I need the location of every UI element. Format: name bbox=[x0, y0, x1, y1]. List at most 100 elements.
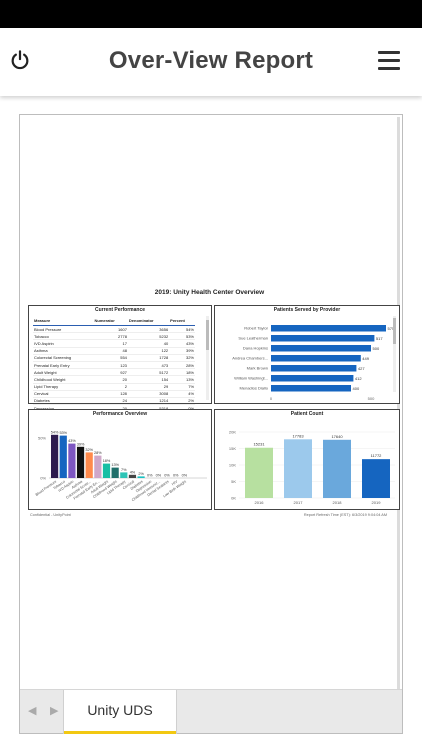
provider-bar bbox=[271, 365, 357, 372]
provider-value: 517 bbox=[376, 336, 383, 341]
table-cell: Prenatal Early Entry bbox=[33, 361, 94, 370]
table-row: Colorectal Screening 554 1728 32% bbox=[33, 354, 195, 362]
current-performance-panel: Current Performance Measure Numerator Deno… bbox=[28, 305, 212, 413]
table-row: Blood Pressure 1607 3656 54% bbox=[33, 325, 195, 334]
column-header[interactable]: Denominator bbox=[127, 317, 170, 326]
patient-count-bar bbox=[362, 459, 390, 498]
column-header[interactable]: Numerator bbox=[93, 317, 128, 326]
table-cell: 18% bbox=[169, 368, 195, 377]
table-row: Diabetes 24 1214 2% bbox=[33, 397, 195, 406]
table-cell: 1607 bbox=[93, 325, 128, 334]
y-tick-label: 20K bbox=[229, 430, 236, 435]
x-tick-label: 2017 bbox=[294, 500, 304, 505]
y-tick-label: 0% bbox=[40, 476, 46, 481]
tab-active-indicator bbox=[64, 731, 176, 734]
column-header[interactable]: Percent bbox=[169, 317, 195, 326]
provider-value: 427 bbox=[358, 366, 365, 371]
provider-label: Andrea Chambers... bbox=[232, 356, 268, 361]
table-cell: Cervical bbox=[33, 390, 94, 398]
table-cell: 13% bbox=[169, 375, 195, 384]
table-cell: 1214 bbox=[127, 397, 170, 406]
provider-label: William Washingt... bbox=[234, 376, 268, 381]
provider-bar bbox=[271, 345, 371, 352]
table-row: Tobacco 2778 5232 53% bbox=[33, 332, 195, 341]
app-header: Over-View Report bbox=[0, 28, 422, 96]
chevron-right-icon[interactable]: ▶ bbox=[50, 705, 59, 717]
x-tick-label: 0 bbox=[270, 396, 273, 401]
performance-category: Tobacco bbox=[53, 480, 66, 491]
report-viewer: 2019: Unity Health Center Overview Curre… bbox=[19, 114, 403, 734]
provider-label: Sue Leatherman bbox=[238, 336, 268, 341]
provider-value: 412 bbox=[355, 376, 362, 381]
page-tab-bar: ◀ ▶ Unity UDS bbox=[20, 689, 402, 734]
y-tick-label: 50% bbox=[38, 436, 46, 441]
table-row: IVD Aspirin 17 40 43% bbox=[33, 339, 195, 348]
provider-value: 400 bbox=[353, 386, 360, 391]
performance-value: 0% bbox=[173, 474, 179, 478]
status-bar bbox=[0, 0, 422, 28]
table-cell: 3008 bbox=[127, 390, 170, 398]
provider-bar bbox=[271, 325, 386, 332]
tab-unity-uds[interactable]: Unity UDS bbox=[63, 690, 177, 734]
column-header[interactable]: Measure bbox=[33, 317, 94, 326]
performance-bar bbox=[111, 467, 119, 478]
performance-value: 54% bbox=[51, 430, 59, 434]
provider-value: 500 bbox=[373, 346, 380, 351]
table-cell: 43% bbox=[169, 339, 195, 348]
performance-bar bbox=[59, 435, 67, 478]
table-cell: Tobacco bbox=[33, 332, 94, 341]
power-icon bbox=[11, 50, 29, 70]
report-footer-right: Report Refresh Time (EST): 6/3/2019 9:04… bbox=[303, 513, 387, 517]
table-cell: 554 bbox=[93, 354, 128, 362]
performance-value: 0% bbox=[147, 474, 153, 478]
provider-bar bbox=[271, 335, 375, 342]
table-row: Lipid Therapy 2 29 7% bbox=[33, 383, 195, 391]
performance-category: Asthma bbox=[71, 480, 83, 490]
performance-value: 13% bbox=[111, 463, 119, 467]
performance-value: 7% bbox=[121, 468, 127, 472]
provider-bar bbox=[271, 385, 351, 392]
table-cell: 1728 bbox=[127, 354, 170, 362]
table-cell: Diabetes bbox=[33, 397, 94, 406]
x-tick-label: 2016 bbox=[255, 500, 265, 505]
table-cell: 28% bbox=[169, 361, 195, 370]
performance-value: 43% bbox=[68, 439, 76, 443]
performance-bar bbox=[137, 476, 145, 478]
patients-served-panel: Patients Served by Provider Robert Taylo… bbox=[214, 305, 400, 404]
table-cell: 54% bbox=[169, 325, 195, 334]
provider-scrollbar bbox=[393, 316, 396, 392]
performance-value: 4% bbox=[130, 470, 136, 474]
table-row: Adult Weight 927 5172 18% bbox=[33, 368, 195, 377]
chevron-left-icon[interactable]: ◀ bbox=[28, 705, 37, 717]
patients-served-chart: Robert Taylor 575 Sue Leatherman 517 Dana Ho… bbox=[232, 316, 396, 401]
table-cell: 927 bbox=[93, 368, 128, 377]
performance-value: 2% bbox=[138, 472, 144, 476]
table-cell: 2778 bbox=[93, 332, 128, 341]
table-row: Childhood Weight 20 154 13% bbox=[33, 375, 195, 384]
table-cell: 24 bbox=[93, 397, 128, 406]
y-tick-label: 5K bbox=[231, 479, 236, 484]
patient-count-value: 17640 bbox=[331, 434, 343, 439]
performance-value: 53% bbox=[59, 431, 67, 435]
table-cell: 29 bbox=[127, 383, 170, 391]
table-scrollbar[interactable] bbox=[206, 316, 209, 400]
table-cell: 123 bbox=[93, 361, 128, 370]
performance-category: Diabetes bbox=[130, 479, 144, 491]
table-cell: 154 bbox=[127, 375, 170, 384]
y-tick-label: 0K bbox=[231, 496, 236, 501]
patient-count-panel: Patient Count 0K 5K 10K 15K 20K 15231 2016 1778… bbox=[214, 409, 400, 510]
performance-value: 0% bbox=[164, 474, 170, 478]
power-button[interactable] bbox=[6, 46, 34, 74]
performance-bar bbox=[51, 434, 59, 478]
report-footer-left: Confidential - UnityPoint bbox=[30, 513, 71, 517]
table-cell: Blood Pressure bbox=[33, 325, 94, 334]
table-cell: 5172 bbox=[127, 368, 170, 377]
provider-label: Menadios Diallo bbox=[240, 386, 269, 391]
performance-bar bbox=[102, 463, 111, 478]
patient-count-value: 15231 bbox=[253, 442, 265, 447]
table-cell: 17 bbox=[93, 339, 128, 348]
y-tick-label: 10K bbox=[229, 463, 236, 468]
report-canvas: 2019: Unity Health Center Overview Curre… bbox=[22, 117, 400, 689]
hamburger-menu-icon[interactable] bbox=[378, 51, 402, 71]
performance-value: 0% bbox=[182, 474, 188, 478]
